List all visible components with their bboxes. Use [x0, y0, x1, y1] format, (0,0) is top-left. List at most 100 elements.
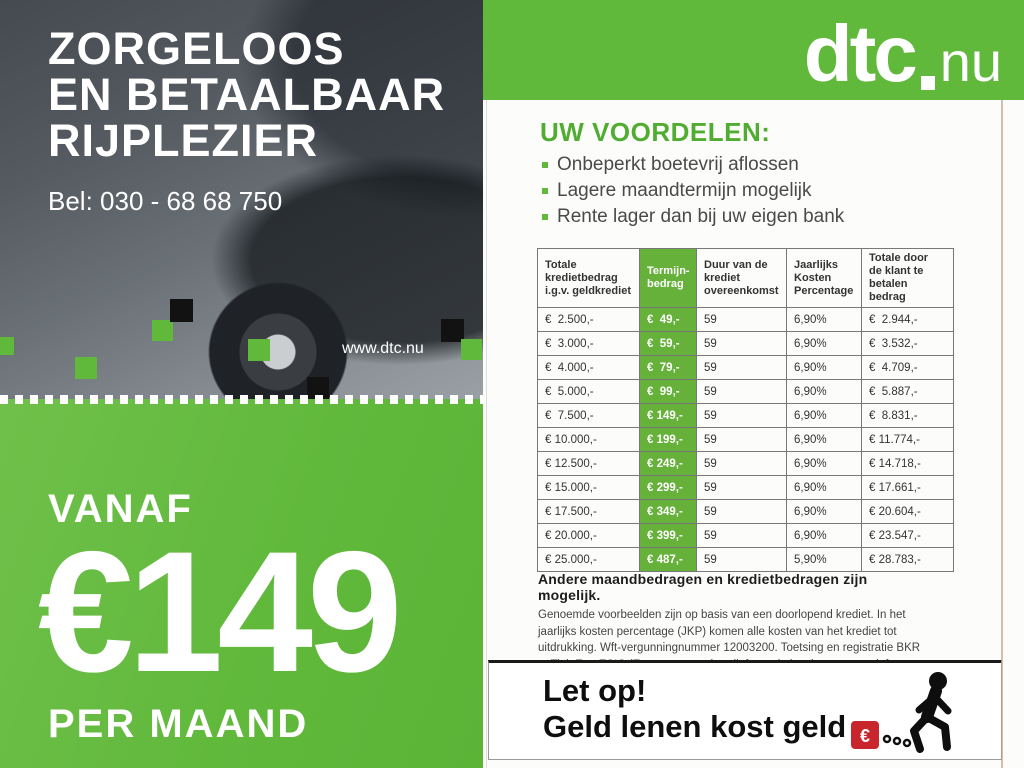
table-row: € 5.000,- € 99,- 59 6,90% € 5.887,- [537, 379, 954, 404]
dashed-divider [0, 395, 483, 404]
table-cell: 6,90% [786, 355, 862, 380]
table-cell: € 15.000,- [537, 475, 640, 500]
credit-rates-table: Totale kredietbedrag i.g.v. geldkrediet T… [537, 248, 954, 572]
benefit-text: Rente lager dan bij uw eigen bank [557, 206, 845, 227]
table-cell: 6,90% [786, 427, 862, 452]
content-card: UW VOORDELEN: Onbeperkt boetevrij afloss… [486, 100, 1024, 768]
table-cell: € 14.718,- [861, 451, 954, 476]
phone-number: Bel: 030 - 68 68 750 [48, 186, 283, 216]
table-cell: 59 [696, 547, 787, 572]
table-cell: € 299,- [639, 475, 697, 500]
table-cell: 6,90% [786, 523, 862, 548]
table-cell: € 4.000,- [537, 355, 640, 380]
table-header-row: Totale kredietbedrag i.g.v. geldkrediet T… [537, 248, 954, 308]
table-row: € 3.000,- € 59,- 59 6,90% € 3.532,- [537, 331, 954, 356]
table-cell: € 99,- [639, 379, 697, 404]
offer-panel: VANAF €149 PER MAAND [0, 399, 483, 768]
offer-suffix: PER MAAND [48, 702, 309, 746]
offer-prefix: VANAF [48, 487, 193, 531]
brand-banner: dtc nu [483, 0, 1024, 100]
car-photo: ZORGELOOS EN BETAALBAAR RIJPLEZIER Bel: … [0, 0, 483, 400]
table-cell: € 17.500,- [537, 499, 640, 524]
benefit-text: Onbeperkt boetevrij aflossen [557, 154, 799, 175]
table-cell: 59 [696, 331, 787, 356]
black-square-decoration [170, 299, 193, 322]
offer-price: €149 [38, 516, 403, 708]
column-header: Duur van de krediet overeenkomst [696, 248, 787, 308]
green-square-decoration [75, 357, 97, 379]
page-fold-line [1001, 100, 1003, 768]
table-cell: 6,90% [786, 475, 862, 500]
table-cell: € 399,- [639, 523, 697, 548]
green-square-decoration [461, 339, 482, 360]
logo-text-nu: nu [939, 30, 1002, 93]
table-cell: 6,90% [786, 379, 862, 404]
table-cell: € 17.661,- [861, 475, 954, 500]
credit-warning-box: Let op! Geld lenen kost geld € [488, 660, 1002, 760]
table-cell: 59 [696, 307, 787, 332]
table-row: € 7.500,- € 149,- 59 6,90% € 8.831,- [537, 403, 954, 428]
table-cell: € 12.500,- [537, 451, 640, 476]
table-cell: € 59,- [639, 331, 697, 356]
dtc-logo: dtc nu [804, 14, 1002, 94]
table-cell: € 349,- [639, 499, 697, 524]
table-cell: 6,90% [786, 307, 862, 332]
svg-text:€: € [860, 726, 870, 746]
column-header: Totale kredietbedrag i.g.v. geldkrediet [537, 248, 640, 308]
table-row: € 2.500,- € 49,- 59 6,90% € 2.944,- [537, 307, 954, 332]
bullet-square-icon [542, 162, 548, 168]
credit-warning-text: Let op! Geld lenen kost geld [543, 673, 846, 745]
table-row: € 4.000,- € 79,- 59 6,90% € 4.709,- [537, 355, 954, 380]
table-row: € 17.500,- € 349,- 59 6,90% € 20.604,- [537, 499, 954, 524]
table-cell: € 199,- [639, 427, 697, 452]
table-cell: 6,90% [786, 499, 862, 524]
bullet-square-icon [542, 188, 548, 194]
money-ball-and-chain-walker-icon: € [851, 672, 952, 753]
table-cell: € 7.500,- [537, 403, 640, 428]
warning-line-2: Geld lenen kost geld [543, 709, 847, 744]
headline-line: ZORGELOOS [48, 23, 345, 74]
table-cell: 6,90% [786, 451, 862, 476]
column-header: Totale door de klant te betalen bedrag [861, 248, 954, 308]
headline-line: RIJPLEZIER [48, 115, 319, 166]
green-square-decoration [248, 339, 270, 361]
table-cell: 59 [696, 379, 787, 404]
table-cell: 59 [696, 427, 787, 452]
headline-line: EN BETAALBAAR [48, 69, 446, 120]
benefits-list: Onbeperkt boetevrij aflossen Lagere maand… [542, 152, 844, 230]
table-cell: 6,90% [786, 403, 862, 428]
table-cell: € 79,- [639, 355, 697, 380]
table-cell: € 23.547,- [861, 523, 954, 548]
column-header: Jaarlijks Kosten Percentage [786, 248, 862, 308]
table-cell: € 249,- [639, 451, 697, 476]
table-cell: € 20.000,- [537, 523, 640, 548]
disclaimer-heading: Andere maandbedragen en kredietbedragen … [538, 571, 868, 603]
table-cell: € 2.944,- [861, 307, 954, 332]
table-row: € 15.000,- € 299,- 59 6,90% € 17.661,- [537, 475, 954, 500]
table-cell: € 4.709,- [861, 355, 954, 380]
table-cell: € 2.500,- [537, 307, 640, 332]
table-cell: 59 [696, 499, 787, 524]
table-row: € 10.000,- € 199,- 59 6,90% € 11.774,- [537, 427, 954, 452]
benefit-item: Rente lager dan bij uw eigen bank [542, 204, 844, 230]
table-cell: € 487,- [639, 547, 697, 572]
table-cell: € 28.783,- [861, 547, 954, 572]
benefit-item: Onbeperkt boetevrij aflossen [542, 152, 844, 178]
table-cell: € 3.532,- [861, 331, 954, 356]
table-row: € 25.000,- € 487,- 59 5,90% € 28.783,- [537, 547, 954, 572]
table-cell: 59 [696, 523, 787, 548]
website-url: www.dtc.nu [342, 340, 424, 357]
table-cell: 59 [696, 355, 787, 380]
logo-text-dtc: dtc [803, 9, 918, 98]
table-cell: € 11.774,- [861, 427, 954, 452]
table-cell: 59 [696, 403, 787, 428]
benefits-title: UW VOORDELEN: [540, 117, 771, 147]
headline: ZORGELOOS EN BETAALBAAR RIJPLEZIER [48, 26, 445, 164]
table-row: € 12.500,- € 249,- 59 6,90% € 14.718,- [537, 451, 954, 476]
table-cell: 6,90% [786, 331, 862, 356]
table-cell: 59 [696, 451, 787, 476]
table-cell: € 149,- [639, 403, 697, 428]
table-cell: € 3.000,- [537, 331, 640, 356]
green-square-decoration [152, 320, 173, 341]
